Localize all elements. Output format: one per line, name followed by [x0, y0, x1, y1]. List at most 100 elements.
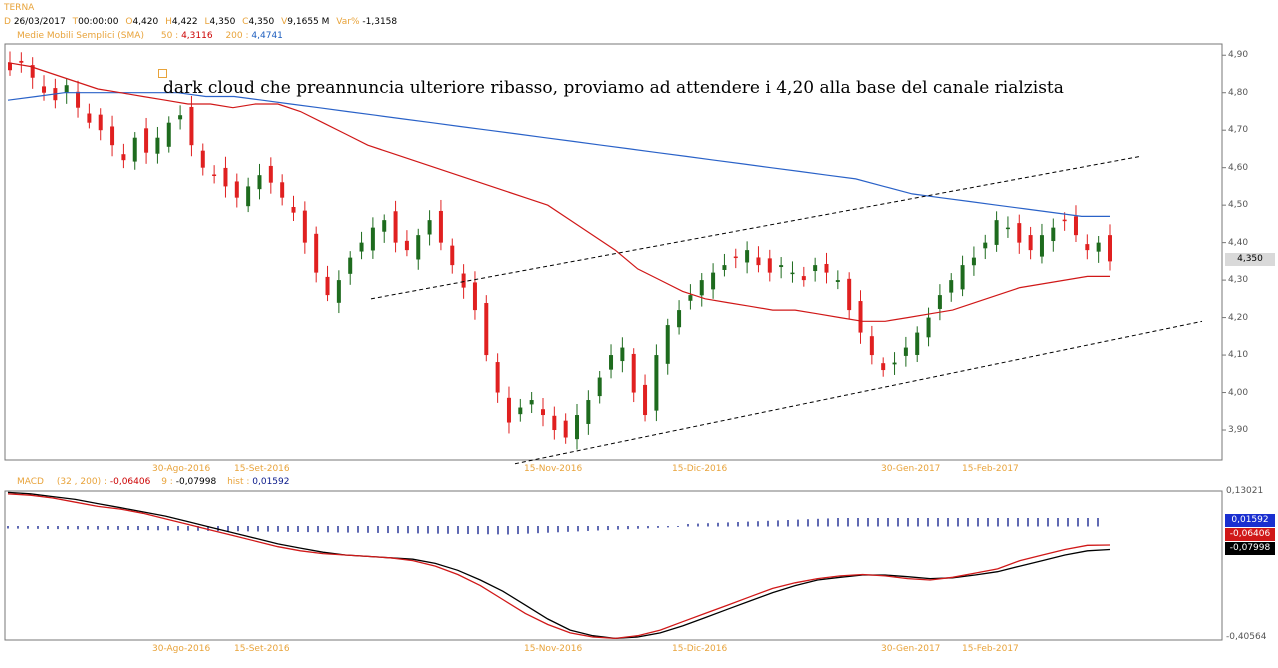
date-tick-label: 15-Nov-2016 [524, 464, 583, 474]
open-value: 4,420 [132, 17, 159, 27]
candle-body [325, 276, 330, 296]
macd-params: (32 , 200) : [56, 477, 107, 487]
candle-body [280, 182, 285, 198]
candle-body [643, 384, 648, 416]
sma50-line [7, 62, 1110, 322]
date-tick-label: 15-Set-2016 [234, 464, 290, 474]
candle-body [688, 295, 693, 301]
low-label: L [204, 17, 210, 27]
macd-line [7, 493, 1111, 640]
sma200-value: 4,4741 [251, 31, 283, 41]
candle-body [246, 186, 251, 207]
candle-body [915, 332, 920, 355]
candle-body [518, 407, 523, 415]
date-value: 26/03/2017 [13, 17, 66, 27]
candle-body [348, 257, 353, 274]
volume-value: 9,1655 M [287, 17, 330, 27]
candle-body [722, 265, 727, 270]
candle-body [994, 220, 999, 245]
candle-body [881, 363, 886, 371]
candle-body [87, 113, 92, 123]
price-tick-label: 4,60 [1228, 162, 1249, 173]
candle-body [1073, 216, 1078, 236]
candle-body [302, 210, 307, 243]
date-tick-label: 15-Set-2016 [234, 644, 290, 654]
candle-body [835, 280, 840, 282]
macd-axis-top: 0,13021 [1226, 486, 1264, 496]
candle-body [121, 154, 126, 161]
candle-body [427, 220, 432, 235]
ohlc-readout: D 26/03/2017 T00:00:00 O4,420 H4,422 L4,… [4, 16, 397, 28]
candle-body [869, 336, 874, 356]
candle-body [586, 400, 591, 424]
date-tick-label: 15-Nov-2016 [524, 644, 583, 654]
candle-body [779, 265, 784, 268]
candle-body [801, 276, 806, 281]
candle-body [711, 272, 716, 290]
date-tick-label: 30-Ago-2016 [152, 464, 211, 474]
hist-tag: 0,01592 [1225, 514, 1275, 527]
signal-label: 9 : [161, 477, 173, 487]
price-tick-label: 4,30 [1228, 275, 1249, 286]
price-tick-label: 4,70 [1228, 125, 1249, 136]
candle-body [268, 165, 273, 183]
candle-body [847, 278, 852, 311]
candle-body [382, 220, 387, 232]
candle-body [132, 137, 137, 162]
candle-body [971, 257, 976, 266]
candle-body [677, 310, 682, 328]
candle-body [393, 211, 398, 243]
candle-body [30, 65, 35, 78]
candle-body [189, 106, 194, 146]
annotation-text: dark cloud che preannuncia ulteriore rib… [163, 78, 1064, 98]
candle-body [563, 420, 568, 438]
candle-body [257, 175, 262, 190]
candle-body [438, 210, 443, 243]
date-tick-label: 15-Dic-2016 [672, 644, 728, 654]
candle-body [654, 355, 659, 411]
candle-body [19, 60, 24, 63]
candle-body [745, 250, 750, 263]
symbol-title: TERNA [4, 3, 35, 13]
last-price-tag: 4,350 [1225, 253, 1275, 266]
candle-body [76, 91, 81, 108]
candle-body [370, 227, 375, 251]
candle-body [1051, 227, 1056, 242]
candle-body [790, 272, 795, 275]
candle-body [291, 206, 296, 213]
candle-body [110, 126, 115, 146]
signal-tag: -0,07998 [1225, 542, 1275, 555]
sma200-line [7, 92, 1110, 217]
price-tick-label: 3,90 [1228, 425, 1249, 436]
candle-body [1096, 242, 1101, 252]
high-label: H [165, 17, 172, 27]
date-tick-label: 30-Gen-2017 [881, 644, 941, 654]
candle-body [665, 325, 670, 364]
candle-body [824, 263, 829, 273]
candle-body [575, 415, 580, 440]
time-label: T [72, 17, 79, 27]
candle-body [144, 128, 149, 153]
candle-body [631, 353, 636, 393]
candle-body [1017, 223, 1022, 243]
date-label: D [4, 17, 11, 27]
candle-body [1028, 235, 1033, 251]
candle-body [813, 265, 818, 272]
sma200-period: 200 : [225, 31, 249, 41]
candle-body [1005, 227, 1010, 230]
candle-body [506, 397, 511, 423]
candle-body [98, 114, 103, 131]
annotation-marker[interactable] [158, 69, 167, 78]
candle-body [767, 258, 772, 273]
candle-body [858, 301, 863, 333]
candle-body [597, 377, 602, 397]
candle-body [178, 115, 183, 120]
price-tick-label: 4,40 [1228, 237, 1249, 248]
candle-body [166, 122, 171, 147]
candle-body [472, 282, 477, 311]
candle-body [404, 240, 409, 251]
volume-label: V [281, 17, 288, 27]
price-tick-label: 4,00 [1228, 387, 1249, 398]
price-tick-label: 4,80 [1228, 87, 1249, 98]
